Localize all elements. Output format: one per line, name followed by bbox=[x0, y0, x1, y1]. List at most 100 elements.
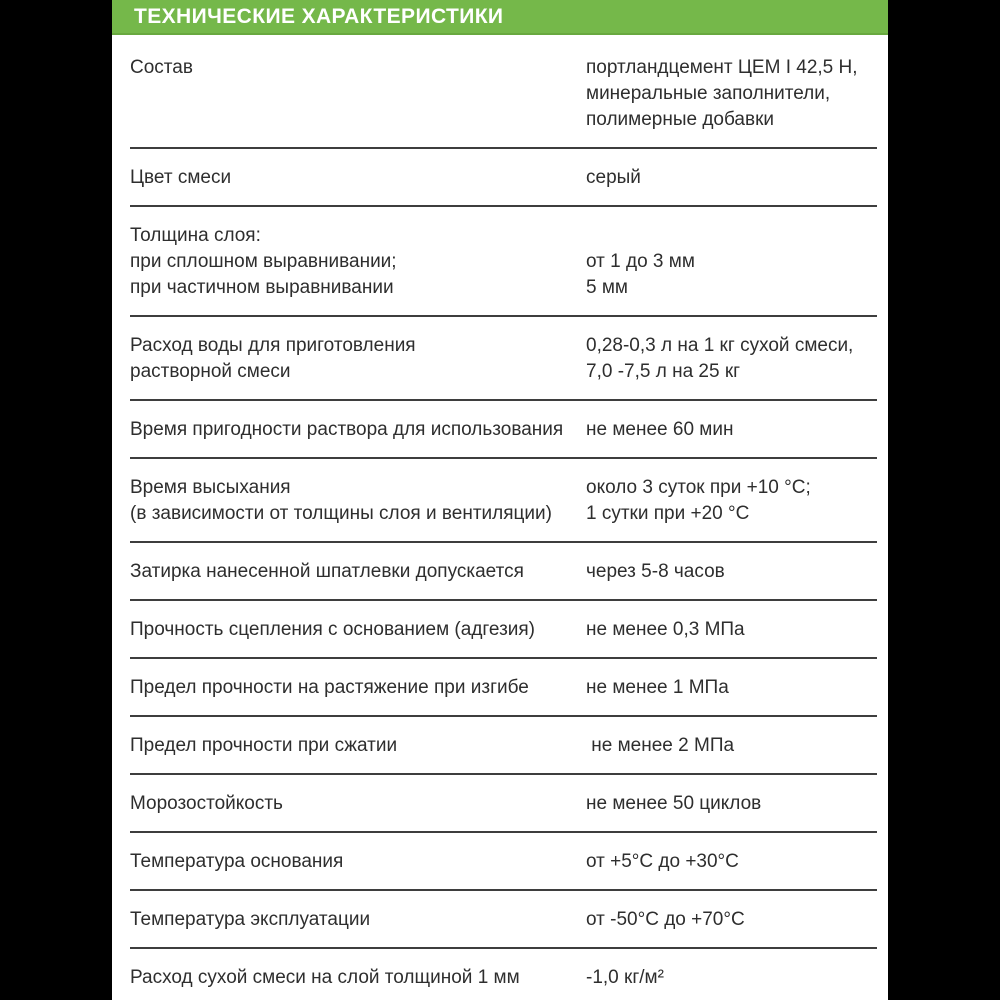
row-value-line: не менее 1 МПа bbox=[586, 677, 729, 698]
table-row: Состав портландцемент ЦЕМ I 42,5 Н, минера… bbox=[112, 35, 888, 147]
table-row: Предел прочности на растяжение при изгиб… bbox=[112, 659, 888, 715]
row-label-line: Прочность сцепления с основанием (адгези… bbox=[130, 619, 536, 640]
section-title: ТЕХНИЧЕСКИЕ ХАРАКТЕРИСТИКИ bbox=[134, 4, 504, 28]
row-label: Цвет смеси bbox=[130, 165, 586, 191]
row-value-line: 1 сутки при +20 °С bbox=[586, 503, 750, 524]
row-value-line: портландцемент ЦЕМ I 42,5 Н, bbox=[586, 57, 858, 78]
left-letterbox-bar bbox=[0, 0, 112, 1000]
table-row: Расход сухой смеси на слой толщиной 1 мм… bbox=[112, 949, 888, 1000]
row-value: через 5-8 часов bbox=[586, 559, 877, 585]
row-label-line: Предел прочности на растяжение при изгиб… bbox=[130, 677, 529, 698]
row-label: Предел прочности на растяжение при изгиб… bbox=[130, 675, 586, 701]
row-value-line: полимерные добавки bbox=[586, 109, 775, 130]
row-divider bbox=[130, 147, 877, 149]
spec-table: Состав портландцемент ЦЕМ I 42,5 Н, минера… bbox=[112, 35, 888, 1000]
table-row: Время высыхания (в зависимости от толщины… bbox=[112, 459, 888, 541]
row-divider bbox=[130, 657, 877, 659]
row-label: Время пригодности раствора для использов… bbox=[130, 417, 586, 443]
row-value-line: от +5°С до +30°С bbox=[586, 851, 739, 872]
row-label: Расход сухой смеси на слой толщиной 1 мм bbox=[130, 965, 586, 991]
row-value-line: от 1 до 3 мм bbox=[586, 251, 695, 272]
row-divider bbox=[130, 541, 877, 543]
row-value-line: 7,0 -7,5 л на 25 кг bbox=[586, 361, 741, 382]
row-value-line: от -50°С до +70°С bbox=[586, 909, 745, 930]
table-row: Расход воды для приготовления растворной … bbox=[112, 317, 888, 399]
row-value: -1,0 кг/м² bbox=[586, 965, 877, 991]
row-value-line: минеральные заполнители, bbox=[586, 83, 831, 104]
table-row: Морозостойкость не менее 50 циклов bbox=[112, 775, 888, 831]
row-divider bbox=[130, 399, 877, 401]
row-label: Морозостойкость bbox=[130, 791, 586, 817]
row-value: от +5°С до +30°С bbox=[586, 849, 877, 875]
row-value: не менее 0,3 МПа bbox=[586, 617, 877, 643]
row-divider bbox=[130, 773, 877, 775]
row-divider bbox=[130, 205, 877, 207]
row-divider bbox=[130, 315, 877, 317]
row-value: серый bbox=[586, 165, 877, 191]
row-value: от 1 до 3 мм 5 мм bbox=[586, 223, 877, 301]
row-value-line: 5 мм bbox=[586, 277, 628, 298]
row-divider bbox=[130, 831, 877, 833]
row-label-line: Расход сухой смеси на слой толщиной 1 мм bbox=[130, 967, 520, 988]
row-value-line: не менее 60 мин bbox=[586, 419, 734, 440]
table-row: Цвет смеси серый bbox=[112, 149, 888, 205]
row-label-line: Цвет смеси bbox=[130, 167, 232, 188]
row-value-line: 0,28-0,3 л на 1 кг сухой смеси, bbox=[586, 335, 854, 356]
row-label-line: Толщина слоя: bbox=[130, 225, 261, 246]
row-value: не менее 50 циклов bbox=[586, 791, 877, 817]
row-value-line: около 3 суток при +10 °С; bbox=[586, 477, 811, 498]
row-value: около 3 суток при +10 °С; 1 сутки при +20… bbox=[586, 475, 877, 527]
row-value: 0,28-0,3 л на 1 кг сухой смеси, 7,0 -7,5 … bbox=[586, 333, 877, 385]
row-value: портландцемент ЦЕМ I 42,5 Н, минеральные … bbox=[586, 55, 877, 133]
row-label-line: Время высыхания bbox=[130, 477, 291, 498]
row-label-line: Состав bbox=[130, 57, 193, 78]
row-value-line: не менее 50 циклов bbox=[586, 793, 762, 814]
table-row: Температура основания от +5°С до +30°С bbox=[112, 833, 888, 889]
row-label: Расход воды для приготовления растворной … bbox=[130, 333, 586, 385]
row-label-line: при частичном выравнивании bbox=[130, 277, 394, 298]
row-value-line: через 5-8 часов bbox=[586, 561, 725, 582]
row-label: Предел прочности при сжатии bbox=[130, 733, 586, 759]
row-value-line: не менее 2 МПа bbox=[586, 735, 735, 756]
row-divider bbox=[130, 947, 877, 949]
row-label: Толщина слоя: при сплошном выравнивании; п… bbox=[130, 223, 586, 301]
row-label-line: Расход воды для приготовления bbox=[130, 335, 416, 356]
table-row: Температура эксплуатации от -50°С до +70°… bbox=[112, 891, 888, 947]
row-label-line: при сплошном выравнивании; bbox=[130, 251, 397, 272]
row-value: не менее 60 мин bbox=[586, 417, 877, 443]
row-label-line: Морозостойкость bbox=[130, 793, 283, 814]
row-value-line: не менее 0,3 МПа bbox=[586, 619, 745, 640]
table-row: Толщина слоя: при сплошном выравнивании; п… bbox=[112, 207, 888, 315]
table-row: Время пригодности раствора для использов… bbox=[112, 401, 888, 457]
row-label: Температура эксплуатации bbox=[130, 907, 586, 933]
spec-sheet: ТЕХНИЧЕСКИЕ ХАРАКТЕРИСТИКИ Состав портлан… bbox=[112, 0, 888, 1000]
row-label-line: Температура эксплуатации bbox=[130, 909, 371, 930]
row-label: Затирка нанесенной шпатлевки допускается bbox=[130, 559, 586, 585]
row-label-line: растворной смеси bbox=[130, 361, 291, 382]
row-value-spacer bbox=[586, 223, 877, 249]
row-label-line: Затирка нанесенной шпатлевки допускается bbox=[130, 561, 524, 582]
row-value: от -50°С до +70°С bbox=[586, 907, 877, 933]
row-divider bbox=[130, 599, 877, 601]
row-label: Прочность сцепления с основанием (адгези… bbox=[130, 617, 586, 643]
row-divider bbox=[130, 715, 877, 717]
table-row: Прочность сцепления с основанием (адгези… bbox=[112, 601, 888, 657]
row-label-line: Время пригодности раствора для использов… bbox=[130, 419, 564, 440]
table-row: Затирка нанесенной шпатлевки допускается… bbox=[112, 543, 888, 599]
section-header-banner: ТЕХНИЧЕСКИЕ ХАРАКТЕРИСТИКИ bbox=[112, 0, 888, 35]
row-label-line: (в зависимости от толщины слоя и вентиля… bbox=[130, 503, 552, 524]
row-value-line: -1,0 кг/м² bbox=[586, 967, 664, 988]
row-label: Время высыхания (в зависимости от толщины… bbox=[130, 475, 586, 527]
row-divider bbox=[130, 889, 877, 891]
row-label: Температура основания bbox=[130, 849, 586, 875]
row-label: Состав bbox=[130, 55, 586, 133]
row-label-line: Предел прочности при сжатии bbox=[130, 735, 398, 756]
row-divider bbox=[130, 457, 877, 459]
row-value: не менее 1 МПа bbox=[586, 675, 877, 701]
row-value: не менее 2 МПа bbox=[586, 733, 877, 759]
row-label-line: Температура основания bbox=[130, 851, 344, 872]
table-row: Предел прочности при сжатии не менее 2 М… bbox=[112, 717, 888, 773]
row-value-line: серый bbox=[586, 167, 641, 188]
right-letterbox-bar bbox=[888, 0, 1000, 1000]
